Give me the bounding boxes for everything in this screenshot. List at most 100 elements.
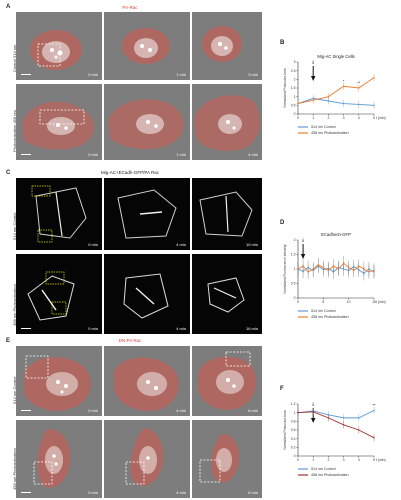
chart-b: Mig-AC Single Cells 0 0.5 1 1.5 2 2.5 3 0 1 2 3 4 5 t … (283, 54, 386, 135)
x-tick-label: 1 (312, 116, 314, 120)
scale-bar (21, 327, 31, 329)
x-tick-label: 3 (343, 458, 345, 462)
cell-image (117, 189, 177, 239)
data-point (297, 102, 299, 105)
data-point (363, 268, 365, 270)
x-tick-label: 0 (297, 300, 299, 304)
data-point (312, 411, 314, 413)
arrow-head (311, 418, 316, 423)
timestamp: 4 min (176, 490, 186, 495)
scale-bar (21, 491, 31, 493)
micrograph-e-pa-0: 0 min (16, 420, 102, 498)
micrograph-c-pa-0: 0 min (16, 254, 102, 334)
micrograph-a-control-2: 3 min (192, 12, 262, 80)
timestamp: 0 min (88, 490, 98, 495)
micrograph-c-control-1: 4 min (104, 178, 190, 250)
x-tick-label: 10 (347, 300, 351, 304)
chart-f: 0 0.2 0.4 0.6 0.8 1 1.2 0 1 2 3 4 5 t (min) Normalized… (283, 402, 386, 477)
x-tick-label: 3 (343, 116, 345, 120)
y-tick-label: 2.5 (291, 69, 296, 73)
timestamp: 0 min (88, 242, 98, 247)
data-point (342, 424, 345, 426)
x-tick-label: 4 (358, 458, 360, 462)
scale-bar (21, 409, 31, 411)
micrograph-e-pa-2: 6 min (192, 420, 262, 498)
data-point (332, 265, 335, 267)
lambda-annotation: λ (302, 238, 305, 243)
cell-image (122, 28, 170, 64)
micrograph-a-control-1: 1 min (104, 12, 190, 80)
timestamp: 0 min (88, 152, 98, 157)
cell-image (199, 191, 253, 237)
cell-image (24, 355, 91, 411)
cell-image (108, 99, 184, 150)
legend-label: 514 nm Control (311, 309, 336, 313)
data-point (302, 265, 304, 267)
cell-image (198, 351, 257, 410)
panel-e-letter: E (6, 338, 11, 344)
legend-label: 514 nm Control (311, 125, 336, 129)
data-point (342, 262, 345, 264)
y-tick-label: 0.4 (291, 437, 296, 441)
y-tick-label: 0.6 (291, 428, 296, 432)
data-point (358, 265, 360, 267)
data-point (297, 411, 299, 414)
x-tick-label: 0 (297, 116, 299, 120)
timestamp: 6 min (248, 490, 258, 495)
cell-image (194, 95, 260, 152)
micrograph-e-control-0: 0 min (16, 346, 102, 416)
micrograph-c-pa-2: 16 min (192, 254, 262, 334)
x-tick-label: 5 (373, 116, 375, 120)
data-point (358, 103, 360, 106)
cell-image (27, 271, 75, 321)
data-point (307, 271, 309, 273)
chart-title: ECadherin-GFP (321, 232, 351, 237)
timestamp: 8 min (248, 408, 258, 413)
timestamp: 4 min (176, 326, 186, 331)
micrograph-a-pa-2: 4 min (192, 84, 262, 160)
data-point (373, 76, 375, 79)
data-point (322, 266, 325, 269)
data-point (373, 409, 375, 412)
data-point (373, 269, 375, 272)
series-line-0 (297, 265, 375, 274)
y-axis-label: Normalized Protrusion Area (283, 68, 287, 107)
legend-label: 514 nm Control (311, 467, 336, 471)
x-tick-label: 5 (322, 300, 324, 304)
data-point (342, 417, 345, 419)
legend-label: 458 nm Photoactivation (311, 315, 349, 319)
y-tick-label: 1.2 (291, 402, 296, 406)
timestamp: 0 min (88, 326, 98, 331)
timestamp: 10 min (245, 242, 258, 247)
data-point (358, 429, 360, 431)
y-tick-label: 0 (294, 296, 296, 300)
y-tick-label: 2 (294, 78, 296, 82)
scale-bar (21, 73, 31, 75)
y-tick-label: 1.5 (291, 86, 296, 90)
y-tick-label: 1 (294, 411, 296, 415)
chart-d: ECadherin-GFP 0 0.5 1 1.5 2 0 5 10 15 t (min) Norma… (283, 232, 386, 319)
legend-label: 458 nm Photoactivation (311, 131, 349, 135)
timestamp: 0 min (88, 408, 98, 413)
legend-label: 458 nm Photoactivation (311, 473, 349, 477)
series-line-1 (297, 262, 375, 273)
panel-f-letter: F (280, 386, 284, 392)
micrograph-c-pa-1: 4 min (104, 254, 190, 334)
timestamp: 4 min (176, 408, 186, 413)
data-point (373, 437, 375, 439)
cell-image (207, 277, 245, 313)
y-tick-label: 3 (294, 60, 296, 64)
micrograph-e-control-1: 4 min (104, 346, 190, 416)
x-tick-label: 1 (312, 458, 314, 462)
cell-image (123, 273, 169, 319)
panel-a-title: PA-Rac (122, 5, 138, 10)
scale-bar (21, 153, 31, 155)
data-point (358, 87, 360, 89)
timestamp: 4 min (248, 152, 258, 157)
data-point (312, 268, 314, 270)
y-tick-label: 2 (294, 238, 296, 242)
cell-image (31, 185, 87, 243)
panel-c-letter: C (6, 170, 11, 176)
cell-image (22, 101, 95, 150)
cell-image (114, 357, 179, 411)
